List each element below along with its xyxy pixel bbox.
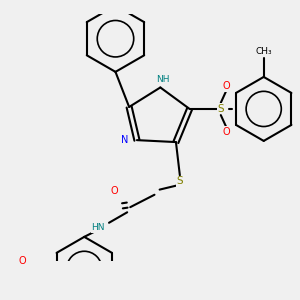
Text: O: O — [19, 256, 26, 266]
Text: O: O — [110, 187, 118, 196]
Text: CH₃: CH₃ — [255, 47, 272, 56]
Text: O: O — [222, 127, 230, 136]
Text: N: N — [121, 135, 128, 145]
Text: S: S — [218, 104, 224, 114]
Text: NH: NH — [156, 75, 169, 84]
Text: O: O — [222, 81, 230, 91]
Text: S: S — [176, 176, 183, 186]
Text: HN: HN — [91, 224, 104, 232]
